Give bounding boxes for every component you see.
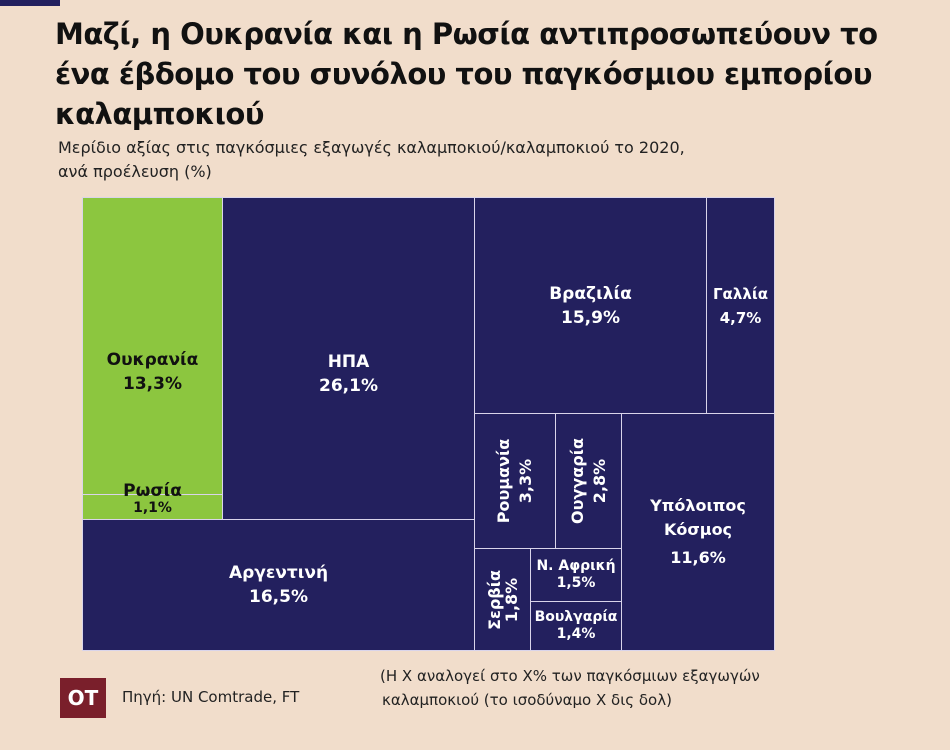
tile-south-africa: Ν. Αφρική 1,5% — [530, 548, 622, 602]
tile-argentina: Αργεντινή 16,5% — [82, 519, 475, 651]
tile-value: 2,8% — [589, 458, 609, 504]
tile-name: Σερβία — [484, 569, 504, 630]
tile-russia: Ρωσία 1,1% — [82, 483, 223, 520]
tile-bulgaria: Βουλγαρία 1,4% — [530, 601, 622, 651]
chart-title: Μαζί, η Ουκρανία και η Ρωσία αντιπροσωπε… — [55, 17, 878, 131]
tile-name: Ουγγαρία — [567, 438, 587, 524]
tile-name: Γαλλία — [713, 284, 768, 303]
footnote: (Η Χ αναλογεί στο Χ% των παγκόσμιων εξαγ… — [380, 664, 760, 712]
tile-value: 16,5% — [249, 587, 308, 607]
tile-ukraine: Ουκρανία 13,3% — [82, 197, 223, 495]
tile-value: 1,8% — [501, 577, 521, 622]
tile-serbia: Σερβία 1,8% — [474, 548, 531, 651]
tile-value: 1,4% — [556, 626, 596, 642]
tile-name: Αργεντινή — [228, 563, 329, 583]
tile-usa: ΗΠΑ 26,1% — [222, 197, 475, 520]
tile-rest-of-world: Υπόλοιπος Κόσμος 11,6% — [621, 413, 775, 651]
tile-value: 11,6% — [670, 548, 726, 567]
tile-name: Ρουμανία — [494, 438, 514, 524]
tile-value: 15,9% — [561, 307, 620, 328]
tile-value: 26,1% — [319, 376, 378, 396]
tile-hungary: Ουγγαρία 2,8% — [555, 413, 622, 549]
accent-bar — [0, 0, 60, 6]
tile-name: Βουλγαρία — [534, 609, 618, 625]
tile-name: Ουκρανία — [106, 350, 199, 370]
tile-value: 13,3% — [123, 374, 182, 394]
subtitle-line: ανά προέλευση (%) — [58, 162, 212, 181]
subtitle-line: Μερίδιο αξίας στις παγκόσμιες εξαγωγές κ… — [58, 138, 685, 157]
publisher-logo: OT — [60, 678, 106, 718]
tile-name: Ν. Αφρική — [536, 558, 616, 574]
tile-romania: Ρουμανία 3,3% — [474, 413, 556, 549]
tile-name: Υπόλοιπος Κόσμος — [650, 496, 746, 539]
chart-subtitle: Μερίδιο αξίας στις παγκόσμιες εξαγωγές κ… — [58, 136, 685, 184]
tile-value: 1,1% — [133, 500, 172, 516]
footnote-line: καλαμποκιού (το ισοδύναμο Χ δις δολ) — [382, 691, 672, 709]
tile-value: 4,7% — [719, 308, 762, 327]
tile-name: ΗΠΑ — [327, 352, 370, 372]
footnote-line: (Η Χ αναλογεί στο Χ% των παγκόσμιων εξαγ… — [380, 667, 760, 685]
source-text: Πηγή: UN Comtrade, FT — [122, 688, 300, 706]
tile-value: 3,3% — [516, 458, 536, 504]
tile-value: 1,5% — [556, 575, 596, 591]
tile-name: Ρωσία — [123, 481, 182, 501]
tile-brazil: Βραζιλία 15,9% — [474, 197, 707, 414]
tile-france: Γαλλία 4,7% — [706, 197, 775, 414]
tile-name: Βραζιλία — [549, 283, 632, 304]
